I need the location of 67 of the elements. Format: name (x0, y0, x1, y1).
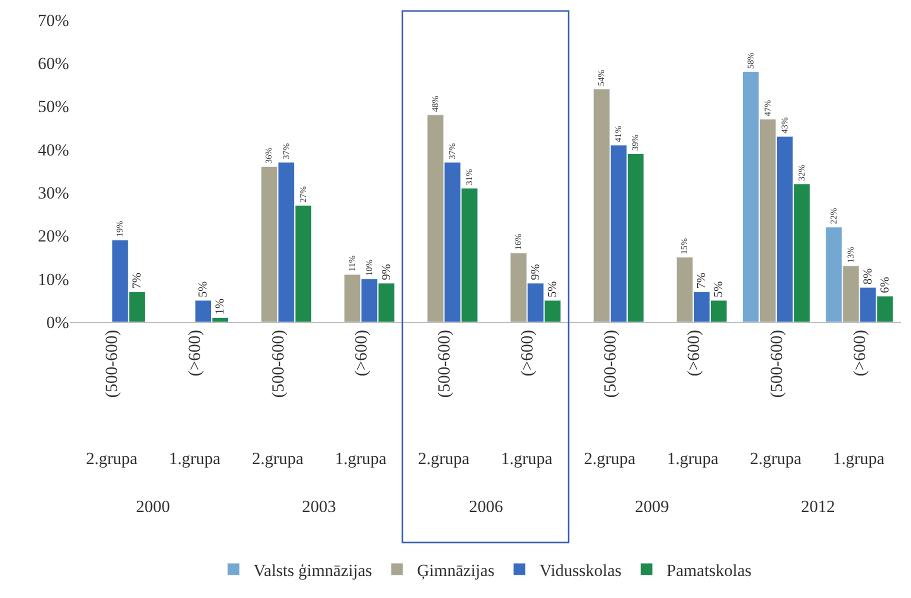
y-tick-label: 30% (38, 184, 69, 203)
data-label: 15% (679, 237, 690, 254)
legend-label: Vidusskolas (539, 560, 622, 580)
y-tick-label: 20% (38, 226, 69, 246)
text: 1.grupa (335, 449, 387, 468)
text: 1.grupa (833, 449, 885, 468)
x-tick-label: (500-600) (268, 330, 288, 398)
x-tick-label: (>600) (850, 330, 869, 376)
text: 2.grupa (252, 449, 304, 468)
data-label: 9% (378, 264, 393, 280)
x-tick-label: (>600) (185, 330, 204, 376)
data-label: 10% (364, 259, 374, 276)
x-tick-label: (>600) (684, 330, 703, 376)
data-label: 31% (464, 168, 474, 186)
data-label: 32% (796, 164, 806, 181)
x-tick-label: (500-600) (600, 330, 620, 398)
data-label: 5% (196, 281, 210, 298)
data-label: 11% (346, 254, 357, 272)
legend-label: Ģimnāzijas (417, 560, 494, 580)
text: 2009 (635, 497, 669, 516)
y-tick-label: 70% (38, 10, 69, 30)
text: 1.grupa (667, 449, 719, 468)
text: 2.grupa (584, 449, 636, 468)
y-tick-label: 0% (46, 312, 69, 332)
data-label: 43% (779, 116, 790, 134)
text: 1.grupa (501, 449, 553, 468)
data-label: 19% (114, 220, 125, 238)
data-label: 1% (212, 298, 227, 315)
legend-label: Valsts ģimnāzijas (254, 560, 372, 580)
data-label: 16% (513, 233, 524, 250)
data-label: 8% (860, 268, 874, 284)
y-tick-label: 10% (38, 270, 69, 289)
data-label: 36% (264, 146, 274, 164)
text: 2000 (136, 497, 170, 516)
data-label: 58% (745, 52, 756, 69)
y-tick-label: 60% (38, 54, 69, 74)
data-label: 13% (845, 246, 856, 263)
data-label: 37% (446, 142, 457, 160)
text: 1.grupa (169, 449, 221, 468)
data-label: 6% (877, 276, 892, 294)
y-tick-label: 50% (38, 97, 69, 116)
text: 2.grupa (86, 449, 138, 468)
data-label: 47% (762, 99, 772, 116)
data-label: 7% (130, 272, 144, 289)
x-tick-label: (500-600) (102, 330, 122, 398)
data-label: 54% (596, 69, 606, 86)
data-label: 27% (298, 186, 308, 203)
data-label: 48% (430, 95, 440, 112)
data-label: 22% (828, 207, 838, 224)
y-tick-label: 40% (38, 140, 69, 160)
text: 2012 (801, 497, 835, 516)
data-label: 41% (613, 125, 624, 142)
data-label: 39% (630, 134, 640, 151)
text: 2.grupa (750, 449, 802, 468)
data-label: 5% (545, 281, 560, 298)
data-label: 5% (711, 281, 726, 298)
x-tick-label: (>600) (518, 330, 537, 376)
x-tick-label: (500-600) (434, 330, 454, 398)
legend-label: Pamatskolas (666, 560, 752, 580)
x-tick-label: (>600) (351, 330, 370, 376)
text: 2003 (302, 497, 336, 516)
text: 2006 (469, 497, 503, 516)
text: 2.grupa (418, 449, 470, 468)
data-label: 37% (280, 142, 291, 160)
data-label: 7% (694, 272, 708, 289)
data-label: 9% (528, 264, 542, 280)
x-tick-label: (500-600) (766, 330, 786, 398)
